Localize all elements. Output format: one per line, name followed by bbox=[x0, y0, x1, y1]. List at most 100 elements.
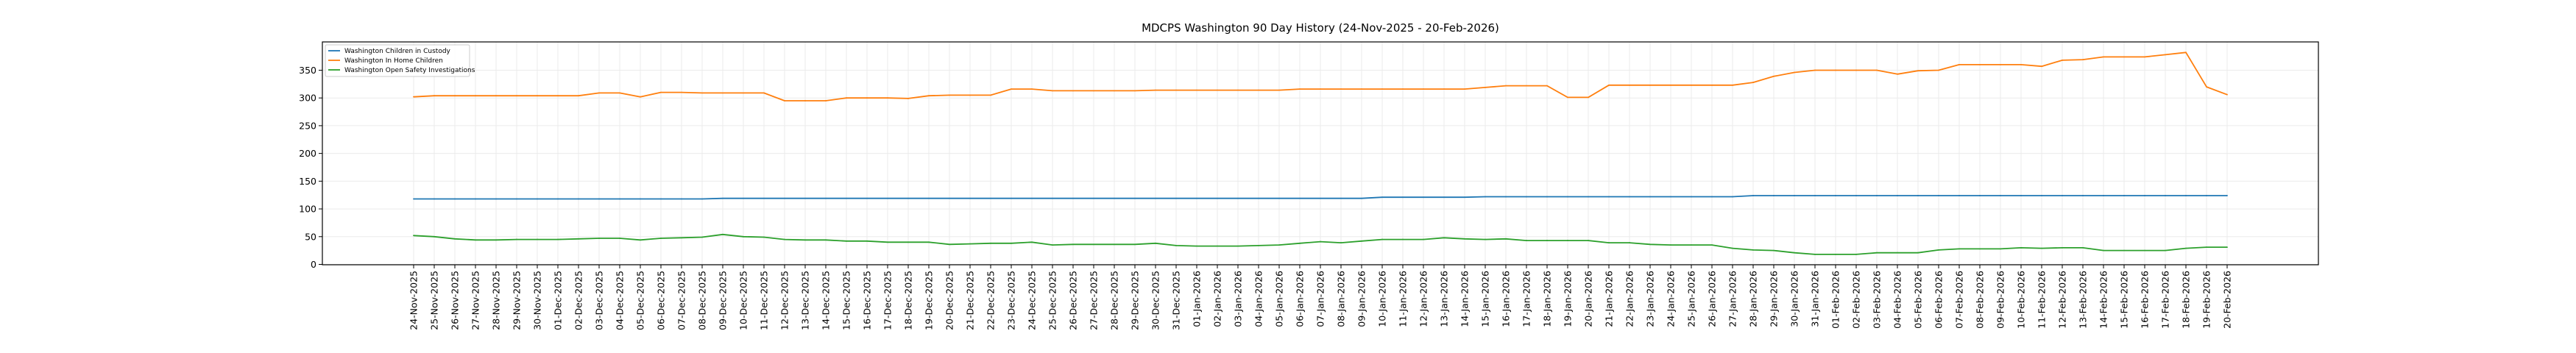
data-point bbox=[537, 238, 538, 240]
data-point bbox=[2165, 249, 2166, 252]
x-tick-label: 28-Dec-2025 bbox=[1109, 271, 1120, 330]
data-point bbox=[1320, 88, 1321, 90]
data-point bbox=[1814, 254, 1816, 255]
x-tick-label: 13-Jan-2026 bbox=[1439, 271, 1450, 327]
x-tick-label: 12-Jan-2026 bbox=[1418, 271, 1429, 327]
data-point bbox=[1588, 196, 1589, 198]
data-point bbox=[1979, 248, 1981, 250]
data-point bbox=[1608, 84, 1610, 86]
x-tick-label: 25-Jan-2026 bbox=[1686, 271, 1697, 327]
x-tick-label: 02-Jan-2026 bbox=[1212, 271, 1223, 327]
data-point bbox=[1897, 73, 1898, 75]
data-point bbox=[640, 198, 641, 200]
x-tick-label: 11-Feb-2026 bbox=[2037, 271, 2048, 329]
data-point bbox=[1917, 70, 1919, 72]
data-point bbox=[557, 198, 559, 200]
x-tick-label: 28-Nov-2025 bbox=[491, 271, 502, 330]
data-point bbox=[660, 238, 662, 239]
data-point bbox=[1011, 197, 1012, 199]
x-tick-label: 29-Nov-2025 bbox=[512, 271, 523, 330]
data-point bbox=[1567, 240, 1568, 241]
data-point bbox=[866, 197, 868, 199]
data-point bbox=[1278, 197, 1280, 199]
x-tick-label: 21-Jan-2026 bbox=[1604, 271, 1615, 327]
data-point bbox=[1711, 196, 1713, 198]
data-point bbox=[928, 241, 930, 243]
data-point bbox=[598, 92, 600, 94]
data-point bbox=[701, 198, 703, 200]
data-point bbox=[537, 198, 538, 200]
data-point bbox=[495, 239, 497, 241]
data-point bbox=[969, 243, 971, 245]
x-tick-label: 03-Jan-2026 bbox=[1233, 271, 1244, 327]
data-point bbox=[1691, 196, 1692, 198]
legend: Washington Children in Custody Washingto… bbox=[325, 44, 475, 77]
x-tick-label: 12-Dec-2025 bbox=[779, 271, 790, 330]
data-point bbox=[640, 96, 641, 98]
x-tick-label: 10-Dec-2025 bbox=[738, 271, 749, 330]
data-point bbox=[1732, 84, 1733, 86]
data-point bbox=[1773, 249, 1774, 252]
x-tick-label: 01-Dec-2025 bbox=[553, 271, 564, 330]
x-tick-label: 29-Dec-2025 bbox=[1130, 271, 1141, 330]
data-point bbox=[516, 198, 517, 200]
data-point bbox=[1794, 195, 1795, 196]
data-point bbox=[1340, 242, 1342, 243]
data-point bbox=[557, 238, 559, 240]
data-point bbox=[1278, 244, 1280, 246]
data-point bbox=[1093, 243, 1094, 246]
data-point bbox=[907, 98, 909, 99]
data-point bbox=[907, 197, 909, 199]
data-point bbox=[1691, 84, 1692, 86]
data-point bbox=[1134, 197, 1136, 199]
x-tick-label: 06-Dec-2025 bbox=[656, 271, 667, 330]
grid bbox=[322, 42, 2318, 265]
data-point bbox=[413, 198, 414, 200]
data-point bbox=[2123, 195, 2125, 196]
y-axis: 0 50 100 150 200 250 300 350 bbox=[299, 65, 322, 270]
series-points-0 bbox=[413, 195, 2228, 200]
data-point bbox=[701, 236, 703, 238]
x-tick-label: 16-Feb-2026 bbox=[2140, 271, 2151, 329]
data-point bbox=[1526, 196, 1527, 198]
data-point bbox=[1134, 90, 1136, 92]
x-tick-label: 09-Dec-2025 bbox=[718, 271, 729, 330]
x-tick-label: 03-Feb-2026 bbox=[1872, 271, 1883, 329]
data-point bbox=[1320, 197, 1321, 199]
data-point bbox=[928, 197, 930, 199]
data-point bbox=[1196, 245, 1197, 247]
data-point bbox=[1340, 197, 1342, 199]
y-tick-label: 0 bbox=[311, 259, 316, 270]
data-point bbox=[1526, 240, 1527, 241]
data-point bbox=[1114, 90, 1115, 92]
data-point bbox=[640, 239, 641, 241]
data-point bbox=[1031, 241, 1033, 243]
data-point bbox=[1876, 195, 1878, 196]
x-tick-label: 26-Dec-2025 bbox=[1068, 271, 1079, 330]
data-point bbox=[2226, 93, 2228, 96]
series-lines bbox=[413, 51, 2228, 255]
data-point bbox=[743, 92, 744, 94]
data-point bbox=[990, 242, 991, 244]
data-point bbox=[1299, 242, 1301, 244]
x-tick-label: 24-Jan-2026 bbox=[1666, 271, 1677, 327]
y-tick-label: 350 bbox=[299, 65, 316, 76]
data-point bbox=[2206, 195, 2207, 196]
data-point bbox=[2185, 51, 2187, 54]
x-tick-label: 30-Dec-2025 bbox=[1150, 271, 1161, 330]
data-point bbox=[743, 197, 744, 199]
chart-title: MDCPS Washington 90 Day History (24-Nov-… bbox=[1142, 21, 1499, 35]
data-point bbox=[1443, 237, 1445, 239]
data-point bbox=[2082, 195, 2084, 196]
data-point bbox=[1979, 64, 1981, 65]
data-point bbox=[1340, 88, 1342, 90]
y-tick-label: 50 bbox=[305, 231, 316, 242]
data-point bbox=[1629, 242, 1630, 243]
data-point bbox=[722, 92, 723, 94]
x-tick-label: 27-Dec-2025 bbox=[1089, 271, 1100, 330]
data-point bbox=[1114, 243, 1115, 246]
data-point bbox=[1443, 196, 1445, 199]
data-point bbox=[2123, 56, 2125, 58]
x-tick-label: 24-Dec-2025 bbox=[1027, 271, 1038, 330]
